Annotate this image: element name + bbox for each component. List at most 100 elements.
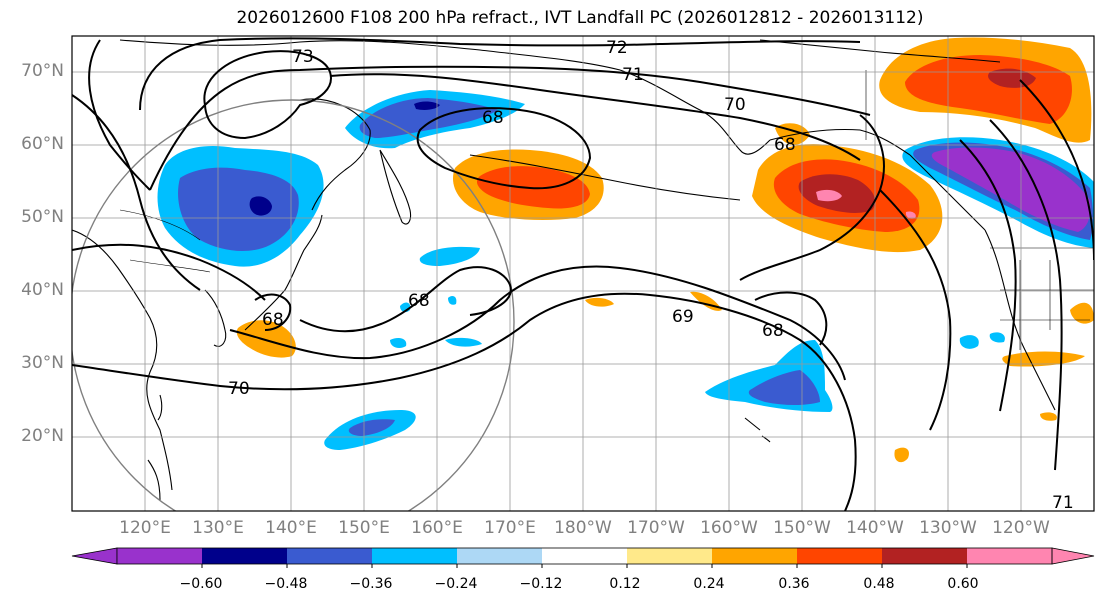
- contour-label: 71: [622, 65, 644, 85]
- contour-label: 68: [482, 108, 504, 128]
- anomaly-patch-spot-9: [989, 332, 1005, 343]
- colorbar-swatch: [712, 548, 797, 564]
- border-us-states: [1000, 260, 1094, 350]
- lat-label: 70°N: [21, 61, 64, 81]
- contour-east-asia: [72, 243, 266, 301]
- map-frame: [71, 35, 1095, 512]
- contour-label: 71: [1052, 493, 1074, 513]
- figure-title: 2026012600 F108 200 hPa refract., IVT La…: [236, 8, 924, 28]
- contour-label-group: 73 72 71 70 68 69 68 70 68 68 68 71: [228, 38, 1074, 513]
- lon-label: 120°E: [119, 518, 171, 538]
- anomaly-patch-spot-8: [959, 335, 979, 349]
- contour-label: 68: [408, 291, 430, 311]
- contour-73: [203, 50, 332, 140]
- coast-bc: [909, 154, 986, 231]
- coastlines: [72, 39, 1056, 501]
- contour-68-okhotsk: [416, 107, 592, 190]
- colorbar-tick-label: −0.48: [264, 576, 308, 592]
- anomaly-patch-subtrop-mid: [348, 419, 395, 436]
- colorbar-swatch: [627, 548, 712, 564]
- colorbar-tick-label: 0.12: [609, 576, 641, 592]
- refractivity-contours: [72, 37, 1094, 511]
- colorbar-swatch: [457, 548, 542, 564]
- lon-label: 120°W: [992, 518, 1050, 538]
- colorbar-over-extension: [1051, 547, 1095, 565]
- anomaly-patch-okhotsk-dark: [414, 101, 440, 110]
- colorbar-tick-label: −0.60: [179, 576, 223, 592]
- anomaly-patch-japan-orange: [236, 320, 296, 358]
- anomaly-patch-midpac-light-5: [448, 296, 457, 305]
- coast-aleutians: [469, 154, 741, 201]
- colorbar-swatch: [882, 548, 967, 564]
- lon-label: 140°W: [846, 518, 904, 538]
- anomaly-patch-midpac-light-3: [390, 338, 407, 348]
- colorbar-swatch: [202, 548, 287, 564]
- anomaly-patch-goa-pink: [816, 189, 842, 202]
- anomaly-patch-midpac-light-4: [445, 337, 482, 347]
- lon-label: 150°W: [773, 518, 831, 538]
- lon-label: 160°E: [411, 518, 463, 538]
- lat-label: 40°N: [21, 280, 64, 300]
- anomaly-patch-spot-5: [1040, 412, 1057, 421]
- lon-label: 130°W: [919, 518, 977, 538]
- lat-label: 20°N: [21, 426, 64, 446]
- border-canada-us: [865, 70, 1094, 249]
- anomaly-patch-spot-4: [1002, 351, 1085, 367]
- coast-east-asia: [72, 229, 173, 491]
- lon-label: 180°W: [554, 518, 612, 538]
- lat-label: 30°N: [21, 353, 64, 373]
- contour-west-coast-1: [959, 139, 1017, 412]
- contour-70-north: [72, 73, 861, 291]
- colorbar-tick-label: 0.60: [947, 576, 979, 592]
- colorbar-tick-label: 0.24: [693, 576, 725, 592]
- anomaly-patch-okhotsk-mid: [359, 98, 498, 138]
- contour-68-hawaii: [754, 291, 828, 346]
- lon-label: 170°E: [484, 518, 536, 538]
- anomaly-patch-neasia-mid: [178, 167, 299, 252]
- contour-west-coast-2: [989, 119, 1063, 471]
- contour-label: 70: [228, 379, 250, 399]
- anomaly-patch-neasia-dark: [249, 196, 272, 216]
- colorbar-swatch: [287, 548, 372, 564]
- coast-kamchatka: [379, 149, 412, 225]
- colorbar-under-extension: [71, 547, 118, 565]
- colorbar-tick-label: −0.36: [349, 576, 393, 592]
- lat-label: 50°N: [21, 207, 64, 227]
- contour-68-mid: [299, 266, 512, 333]
- lat-label: 60°N: [21, 134, 64, 154]
- contour-label: 72: [606, 38, 628, 58]
- colorbar-swatch: [117, 548, 202, 564]
- contour-west-coast-3: [1019, 79, 1094, 261]
- coast-japan: [244, 214, 323, 331]
- contour-alaska-ridge: [739, 114, 885, 281]
- contour-69: [229, 265, 846, 381]
- contour-label: 68: [762, 321, 784, 341]
- colorbar-tick-label: −0.12: [519, 576, 563, 592]
- lon-label: 150°E: [338, 518, 390, 538]
- colorbar-frame: [116, 547, 1053, 565]
- lon-label: 140°E: [265, 518, 317, 538]
- contour-label: 73: [292, 47, 314, 67]
- colorbar-swatch: [797, 548, 882, 564]
- coast-okhotsk: [299, 98, 371, 211]
- contour-72: [139, 37, 861, 111]
- colorbar-swatch: [372, 548, 457, 564]
- lon-label: 170°W: [627, 518, 685, 538]
- contour-label: 68: [262, 310, 284, 330]
- colorbar-swatch: [967, 548, 1052, 564]
- contour-west-coast-4: [879, 189, 952, 431]
- coast-alaska-west: [619, 69, 771, 155]
- colorbar-tick-label: 0.48: [863, 576, 895, 592]
- coast-hawaii: [744, 417, 771, 443]
- coast-alaska-north: [759, 39, 1001, 63]
- contour-label: 69: [672, 307, 694, 327]
- lon-label: 160°W: [700, 518, 758, 538]
- colorbar-swatch: [542, 548, 627, 564]
- anomaly-patch-spot-6: [1070, 302, 1094, 324]
- coast-siberia-north: [119, 39, 621, 71]
- colorbar: [71, 547, 1095, 568]
- landfall-circle: [72, 99, 515, 511]
- colorbar-tick-label: 0.36: [778, 576, 810, 592]
